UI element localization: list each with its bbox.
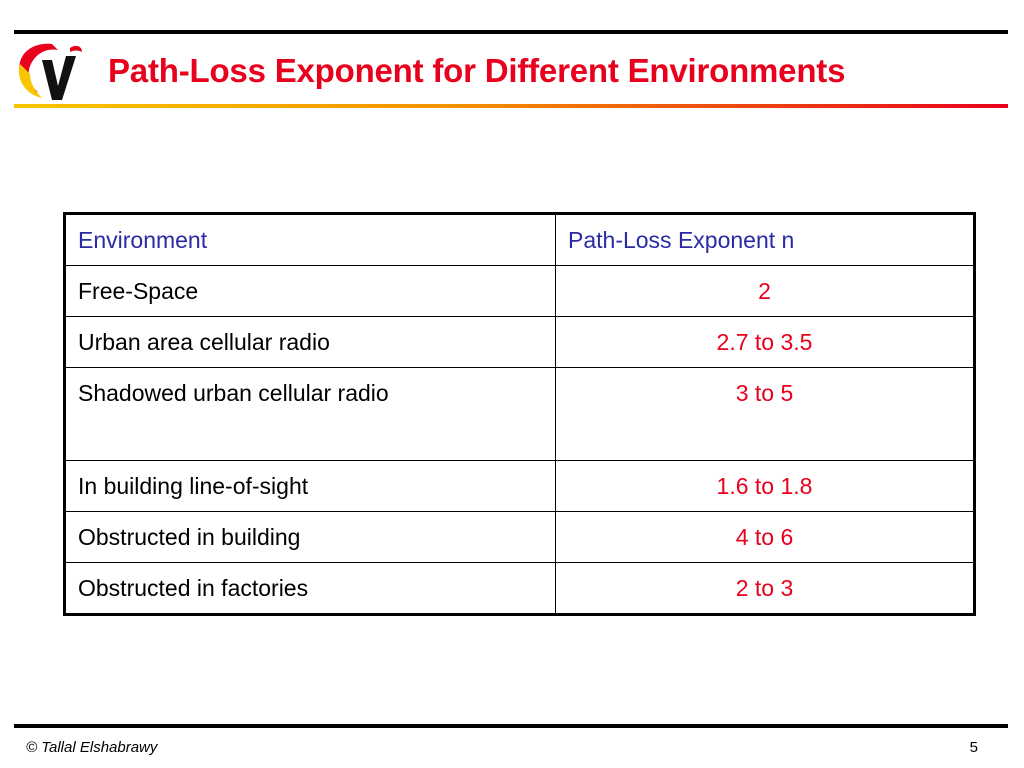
environment-cell: Free-Space [64, 265, 556, 317]
title-underline [14, 104, 1008, 108]
university-logo-icon [18, 43, 82, 100]
page-number: 5 [969, 739, 978, 756]
table-row: Obstructed in factories 2 to 3 [64, 562, 975, 615]
exponent-cell: 4 to 6 [555, 511, 975, 563]
header-path-loss-exponent: Path-Loss Exponent n [555, 213, 975, 266]
table-row: Shadowed urban cellular radio 3 to 5 [64, 367, 975, 461]
exponent-cell: 1.6 to 1.8 [555, 460, 975, 512]
path-loss-table: Environment Path-Loss Exponent n Free-Sp… [63, 212, 976, 616]
table-row: Free-Space 2 [64, 265, 975, 317]
table-row: Obstructed in building 4 to 6 [64, 511, 975, 563]
copyright-footer: © Tallal Elshabrawy [26, 739, 158, 756]
environment-cell: Shadowed urban cellular radio [64, 367, 556, 461]
table-row: In building line-of-sight 1.6 to 1.8 [64, 460, 975, 512]
environment-cell: In building line-of-sight [64, 460, 556, 512]
exponent-cell: 2.7 to 3.5 [555, 316, 975, 368]
header-environment: Environment [64, 213, 556, 266]
slide-title: Path-Loss Exponent for Different Environ… [108, 52, 846, 89]
table-row: Urban area cellular radio 2.7 to 3.5 [64, 316, 975, 368]
environment-cell: Urban area cellular radio [64, 316, 556, 368]
environment-cell: Obstructed in factories [64, 562, 556, 615]
top-rule [14, 30, 1008, 34]
exponent-cell: 3 to 5 [555, 367, 975, 461]
environment-cell: Obstructed in building [64, 511, 556, 563]
exponent-cell: 2 to 3 [555, 562, 975, 615]
table-header-row: Environment Path-Loss Exponent n [64, 213, 975, 266]
footer-rule [14, 724, 1008, 728]
exponent-cell: 2 [555, 265, 975, 317]
